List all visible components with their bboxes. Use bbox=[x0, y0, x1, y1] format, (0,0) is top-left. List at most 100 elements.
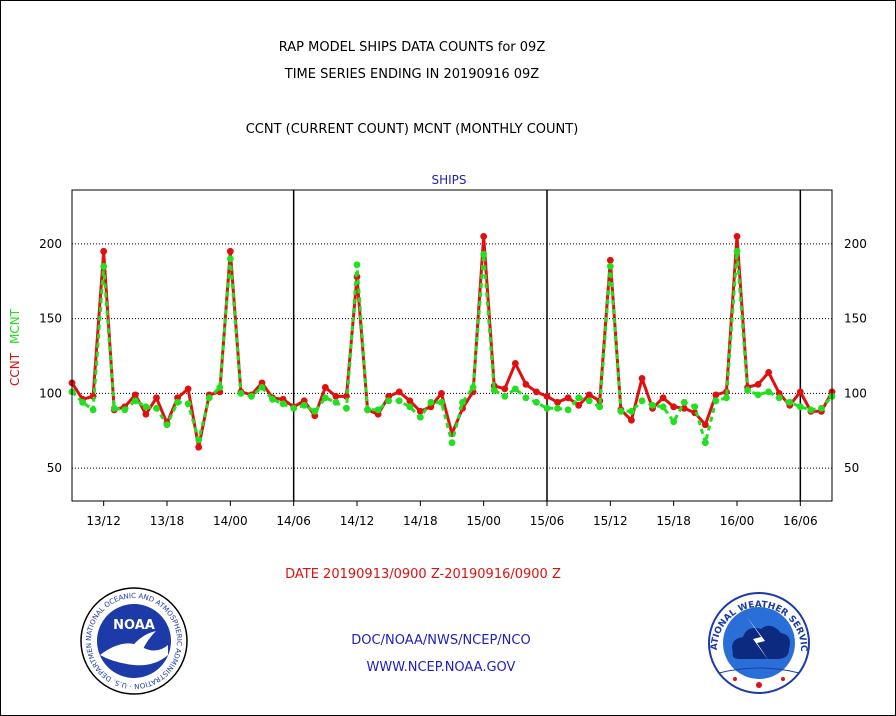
point-ccnt-54 bbox=[638, 374, 646, 382]
point-ccnt-12 bbox=[195, 443, 203, 451]
point-mcnt-29 bbox=[374, 406, 382, 414]
point-mcnt-49 bbox=[585, 397, 593, 405]
point-ccnt-3 bbox=[100, 247, 108, 255]
point-ccnt-39 bbox=[480, 232, 488, 240]
x-tick-label-16/06: 16/06 bbox=[783, 514, 818, 528]
point-mcnt-16 bbox=[237, 389, 245, 397]
point-mcnt-36 bbox=[448, 439, 456, 447]
ylabel-mcnt: MCNT bbox=[8, 308, 22, 344]
point-mcnt-41 bbox=[501, 392, 509, 400]
point-ccnt-6 bbox=[131, 391, 139, 399]
point-ccnt-15 bbox=[226, 247, 234, 255]
x-tick-label-13/18: 13/18 bbox=[150, 514, 185, 528]
y-tick-label-right-150: 150 bbox=[844, 312, 867, 326]
point-mcnt-68 bbox=[786, 398, 794, 406]
point-mcnt-11 bbox=[184, 400, 192, 408]
point-mcnt-46 bbox=[554, 404, 561, 412]
y-tick-label-left-200: 200 bbox=[39, 237, 62, 251]
point-mcnt-5 bbox=[121, 406, 129, 414]
y-tick-label-left-100: 100 bbox=[39, 386, 62, 400]
title-line-1: RAP MODEL SHIPS DATA COUNTS for 09Z bbox=[279, 40, 546, 55]
point-mcnt-32 bbox=[406, 403, 414, 411]
point-ccnt-11 bbox=[184, 385, 192, 393]
point-mcnt-56 bbox=[659, 403, 667, 411]
x-tick-label-16/00: 16/00 bbox=[720, 514, 755, 528]
x-tick-label-15/12: 15/12 bbox=[593, 514, 628, 528]
point-mcnt-7 bbox=[142, 403, 150, 411]
point-mcnt-31 bbox=[395, 397, 403, 405]
point-mcnt-19 bbox=[269, 395, 276, 403]
y-tick-label-left-150: 150 bbox=[39, 312, 62, 326]
point-mcnt-18 bbox=[258, 383, 266, 391]
point-ccnt-42 bbox=[511, 360, 519, 367]
point-ccnt-49 bbox=[585, 391, 593, 399]
point-mcnt-21 bbox=[290, 404, 298, 412]
point-ccnt-43 bbox=[522, 380, 530, 388]
point-ccnt-25 bbox=[332, 392, 340, 400]
point-mcnt-71 bbox=[818, 404, 825, 412]
y-tick-label-right-100: 100 bbox=[844, 386, 867, 400]
point-ccnt-61 bbox=[712, 391, 720, 399]
point-mcnt-17 bbox=[248, 392, 255, 400]
point-mcnt-25 bbox=[332, 398, 340, 406]
point-mcnt-23 bbox=[311, 407, 319, 415]
point-mcnt-57 bbox=[670, 418, 678, 426]
point-mcnt-59 bbox=[691, 403, 699, 411]
point-ccnt-69 bbox=[796, 388, 804, 396]
point-mcnt-22 bbox=[300, 401, 308, 409]
point-mcnt-33 bbox=[416, 413, 424, 421]
point-mcnt-15 bbox=[226, 255, 234, 263]
point-ccnt-53 bbox=[628, 416, 635, 424]
x-tick-label-15/18: 15/18 bbox=[656, 514, 691, 528]
point-ccnt-63 bbox=[733, 232, 741, 240]
title-line-2: TIME SERIES ENDING IN 20190916 09Z bbox=[284, 67, 540, 82]
title-line-3: CCNT (CURRENT COUNT) MCNT (MONTHLY COUNT… bbox=[246, 122, 579, 137]
x-tick-label-14/12: 14/12 bbox=[340, 514, 375, 528]
point-mcnt-20 bbox=[279, 400, 287, 408]
point-ccnt-8 bbox=[153, 394, 160, 402]
point-mcnt-44 bbox=[533, 398, 540, 406]
point-mcnt-58 bbox=[680, 398, 688, 406]
point-ccnt-33 bbox=[416, 407, 424, 415]
point-mcnt-55 bbox=[649, 401, 656, 409]
point-mcnt-2 bbox=[89, 406, 97, 414]
point-mcnt-66 bbox=[765, 388, 773, 396]
point-ccnt-51 bbox=[606, 256, 614, 264]
x-tick-label-14/18: 14/18 bbox=[403, 514, 438, 528]
x-tick-label-15/00: 15/00 bbox=[466, 514, 501, 528]
y-tick-label-right-50: 50 bbox=[844, 461, 859, 475]
point-mcnt-39 bbox=[480, 250, 488, 258]
xlabel: DATE 20190913/0900 Z-20190916/0900 Z bbox=[285, 567, 561, 582]
point-mcnt-53 bbox=[628, 407, 635, 415]
point-mcnt-24 bbox=[321, 394, 329, 402]
point-mcnt-61 bbox=[712, 397, 720, 405]
point-mcnt-70 bbox=[807, 406, 815, 414]
point-mcnt-13 bbox=[205, 394, 213, 402]
point-mcnt-6 bbox=[131, 397, 139, 405]
point-mcnt-1 bbox=[79, 398, 86, 406]
point-mcnt-38 bbox=[469, 383, 477, 391]
point-mcnt-63 bbox=[733, 247, 741, 255]
point-ccnt-46 bbox=[554, 398, 561, 406]
panel-label: SHIPS bbox=[431, 173, 466, 187]
point-mcnt-30 bbox=[385, 397, 393, 405]
point-ccnt-47 bbox=[564, 394, 572, 402]
noaa-logo: NATIONAL OCEANIC AND ATMOSPHERIC ADMINIS… bbox=[80, 587, 188, 695]
point-mcnt-65 bbox=[754, 391, 762, 399]
point-mcnt-34 bbox=[427, 398, 435, 406]
point-ccnt-7 bbox=[142, 410, 150, 418]
point-ccnt-35 bbox=[438, 389, 445, 397]
point-mcnt-48 bbox=[575, 394, 583, 402]
point-mcnt-14 bbox=[216, 383, 224, 391]
point-ccnt-41 bbox=[501, 385, 509, 393]
point-mcnt-4 bbox=[110, 404, 118, 412]
point-mcnt-27 bbox=[353, 261, 361, 269]
footer-line-1: DOC/NOAA/NWS/NCEP/NCO bbox=[351, 633, 530, 648]
footer-line-2: WWW.NCEP.NOAA.GOV bbox=[367, 660, 516, 675]
point-mcnt-62 bbox=[723, 394, 730, 402]
y-tick-label-left-50: 50 bbox=[47, 461, 62, 475]
point-mcnt-50 bbox=[596, 403, 604, 411]
series-line-mcnt bbox=[70, 249, 834, 445]
point-mcnt-42 bbox=[511, 385, 519, 393]
plot-area-border bbox=[71, 189, 833, 502]
